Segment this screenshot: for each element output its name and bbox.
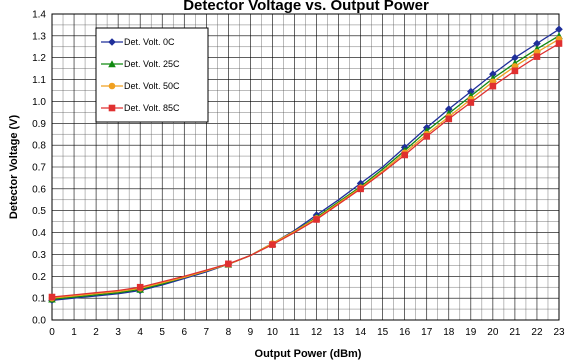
legend-item: Det. Volt. 85C <box>101 103 180 113</box>
x-tick-label: 21 <box>509 327 521 338</box>
data-point <box>555 40 563 47</box>
data-point <box>48 293 56 301</box>
data-point <box>136 283 144 291</box>
x-tick-label: 1 <box>71 327 77 338</box>
x-tick-label: 7 <box>204 327 210 338</box>
y-tick-label: 1.4 <box>32 10 46 21</box>
data-point <box>423 133 431 140</box>
x-tick-label: 19 <box>465 327 477 338</box>
data-point <box>269 241 276 248</box>
series-3 <box>48 40 563 301</box>
x-tick-label: 3 <box>115 327 121 338</box>
legend-marker <box>108 38 116 46</box>
data-point <box>533 39 541 48</box>
x-tick-label: 23 <box>553 327 565 338</box>
x-tick-label: 14 <box>355 327 367 338</box>
x-axis: 0 1 2 3 4 5 6 7 8 9 10 11 12 13 14 15 16 17 18 19 20 21 22 23 <box>49 327 565 338</box>
y-tick-label: 0.6 <box>32 184 46 195</box>
data-point <box>555 25 563 34</box>
x-tick-label: 4 <box>137 327 143 338</box>
y-tick-label: 1.1 <box>32 75 46 86</box>
data-point <box>467 99 475 106</box>
y-tick-label: 0.1 <box>32 294 46 305</box>
chart-grid <box>51 13 560 321</box>
data-point <box>533 53 541 60</box>
legend-marker <box>108 104 116 112</box>
plot-border <box>51 13 560 321</box>
y-tick-label: 0.4 <box>32 228 46 239</box>
y-tick-label: 1.2 <box>32 53 46 64</box>
y-tick-label: 0.7 <box>32 163 46 174</box>
x-tick-label: 11 <box>289 327 300 338</box>
series-line <box>51 38 560 299</box>
legend-label: Det. Volt. 25C <box>124 59 180 69</box>
data-point <box>313 216 320 223</box>
series-line <box>51 28 560 301</box>
x-tick-label: 15 <box>377 327 389 338</box>
y-tick-label: 0.8 <box>32 141 46 152</box>
data-point <box>401 151 408 159</box>
chart-title: Detector Voltage vs. Output Power <box>183 0 429 14</box>
y-tick-label: 0.0 <box>32 316 46 327</box>
data-point <box>225 260 232 268</box>
y-tick-label: 1.3 <box>32 31 46 42</box>
data-point <box>467 87 475 96</box>
x-tick-label: 8 <box>226 327 232 338</box>
x-tick-label: 18 <box>443 327 455 338</box>
data-point <box>489 82 497 90</box>
legend-label: Det. Volt. 85C <box>124 103 180 113</box>
x-tick-label: 13 <box>333 327 345 338</box>
plot-area <box>51 13 560 321</box>
legend-label: Det. Volt. 50C <box>124 81 180 91</box>
x-tick-label: 16 <box>399 327 411 338</box>
legend: Det. Volt. 0C Det. Volt. 25C Det. Volt. 50… <box>95 27 209 123</box>
data-point <box>444 105 453 113</box>
y-tick-label: 0.3 <box>32 250 46 261</box>
x-axis-title: Output Power (dBm) <box>255 348 362 360</box>
data-point <box>489 70 497 78</box>
legend-item: Det. Volt. 0C <box>101 37 175 47</box>
x-tick-label: 22 <box>531 327 543 338</box>
y-tick-label: 0.2 <box>32 272 46 283</box>
y-axis: 0.0 0.1 0.2 0.3 0.4 0.5 0.6 0.7 0.8 0.9 1.0 1.1 1.2 1… <box>32 10 46 327</box>
legend-item: Det. Volt. 50C <box>101 81 180 91</box>
series-layer <box>48 25 563 305</box>
x-tick-label: 20 <box>487 327 499 338</box>
y-tick-label: 0.5 <box>32 206 46 217</box>
data-point <box>511 67 519 75</box>
series-line <box>51 42 560 298</box>
legend-label: Det. Volt. 0C <box>124 37 175 47</box>
data-point <box>445 115 453 123</box>
x-tick-label: 12 <box>311 327 323 338</box>
x-tick-label: 2 <box>93 327 99 338</box>
x-tick-label: 6 <box>181 327 187 338</box>
x-tick-label: 9 <box>248 327 254 338</box>
y-axis-title: Detector Voltage (V) <box>8 115 20 220</box>
y-tick-label: 1.0 <box>32 97 46 108</box>
x-tick-label: 0 <box>49 327 55 338</box>
x-tick-label: 17 <box>421 327 433 338</box>
y-tick-label: 0.9 <box>32 119 46 130</box>
legend-marker <box>108 60 116 68</box>
data-point <box>357 185 364 193</box>
data-point <box>511 53 519 62</box>
legend-item: Det. Volt. 25C <box>101 59 180 69</box>
x-tick-label: 10 <box>267 327 279 338</box>
x-tick-label: 5 <box>159 327 165 338</box>
legend-marker <box>108 82 116 90</box>
